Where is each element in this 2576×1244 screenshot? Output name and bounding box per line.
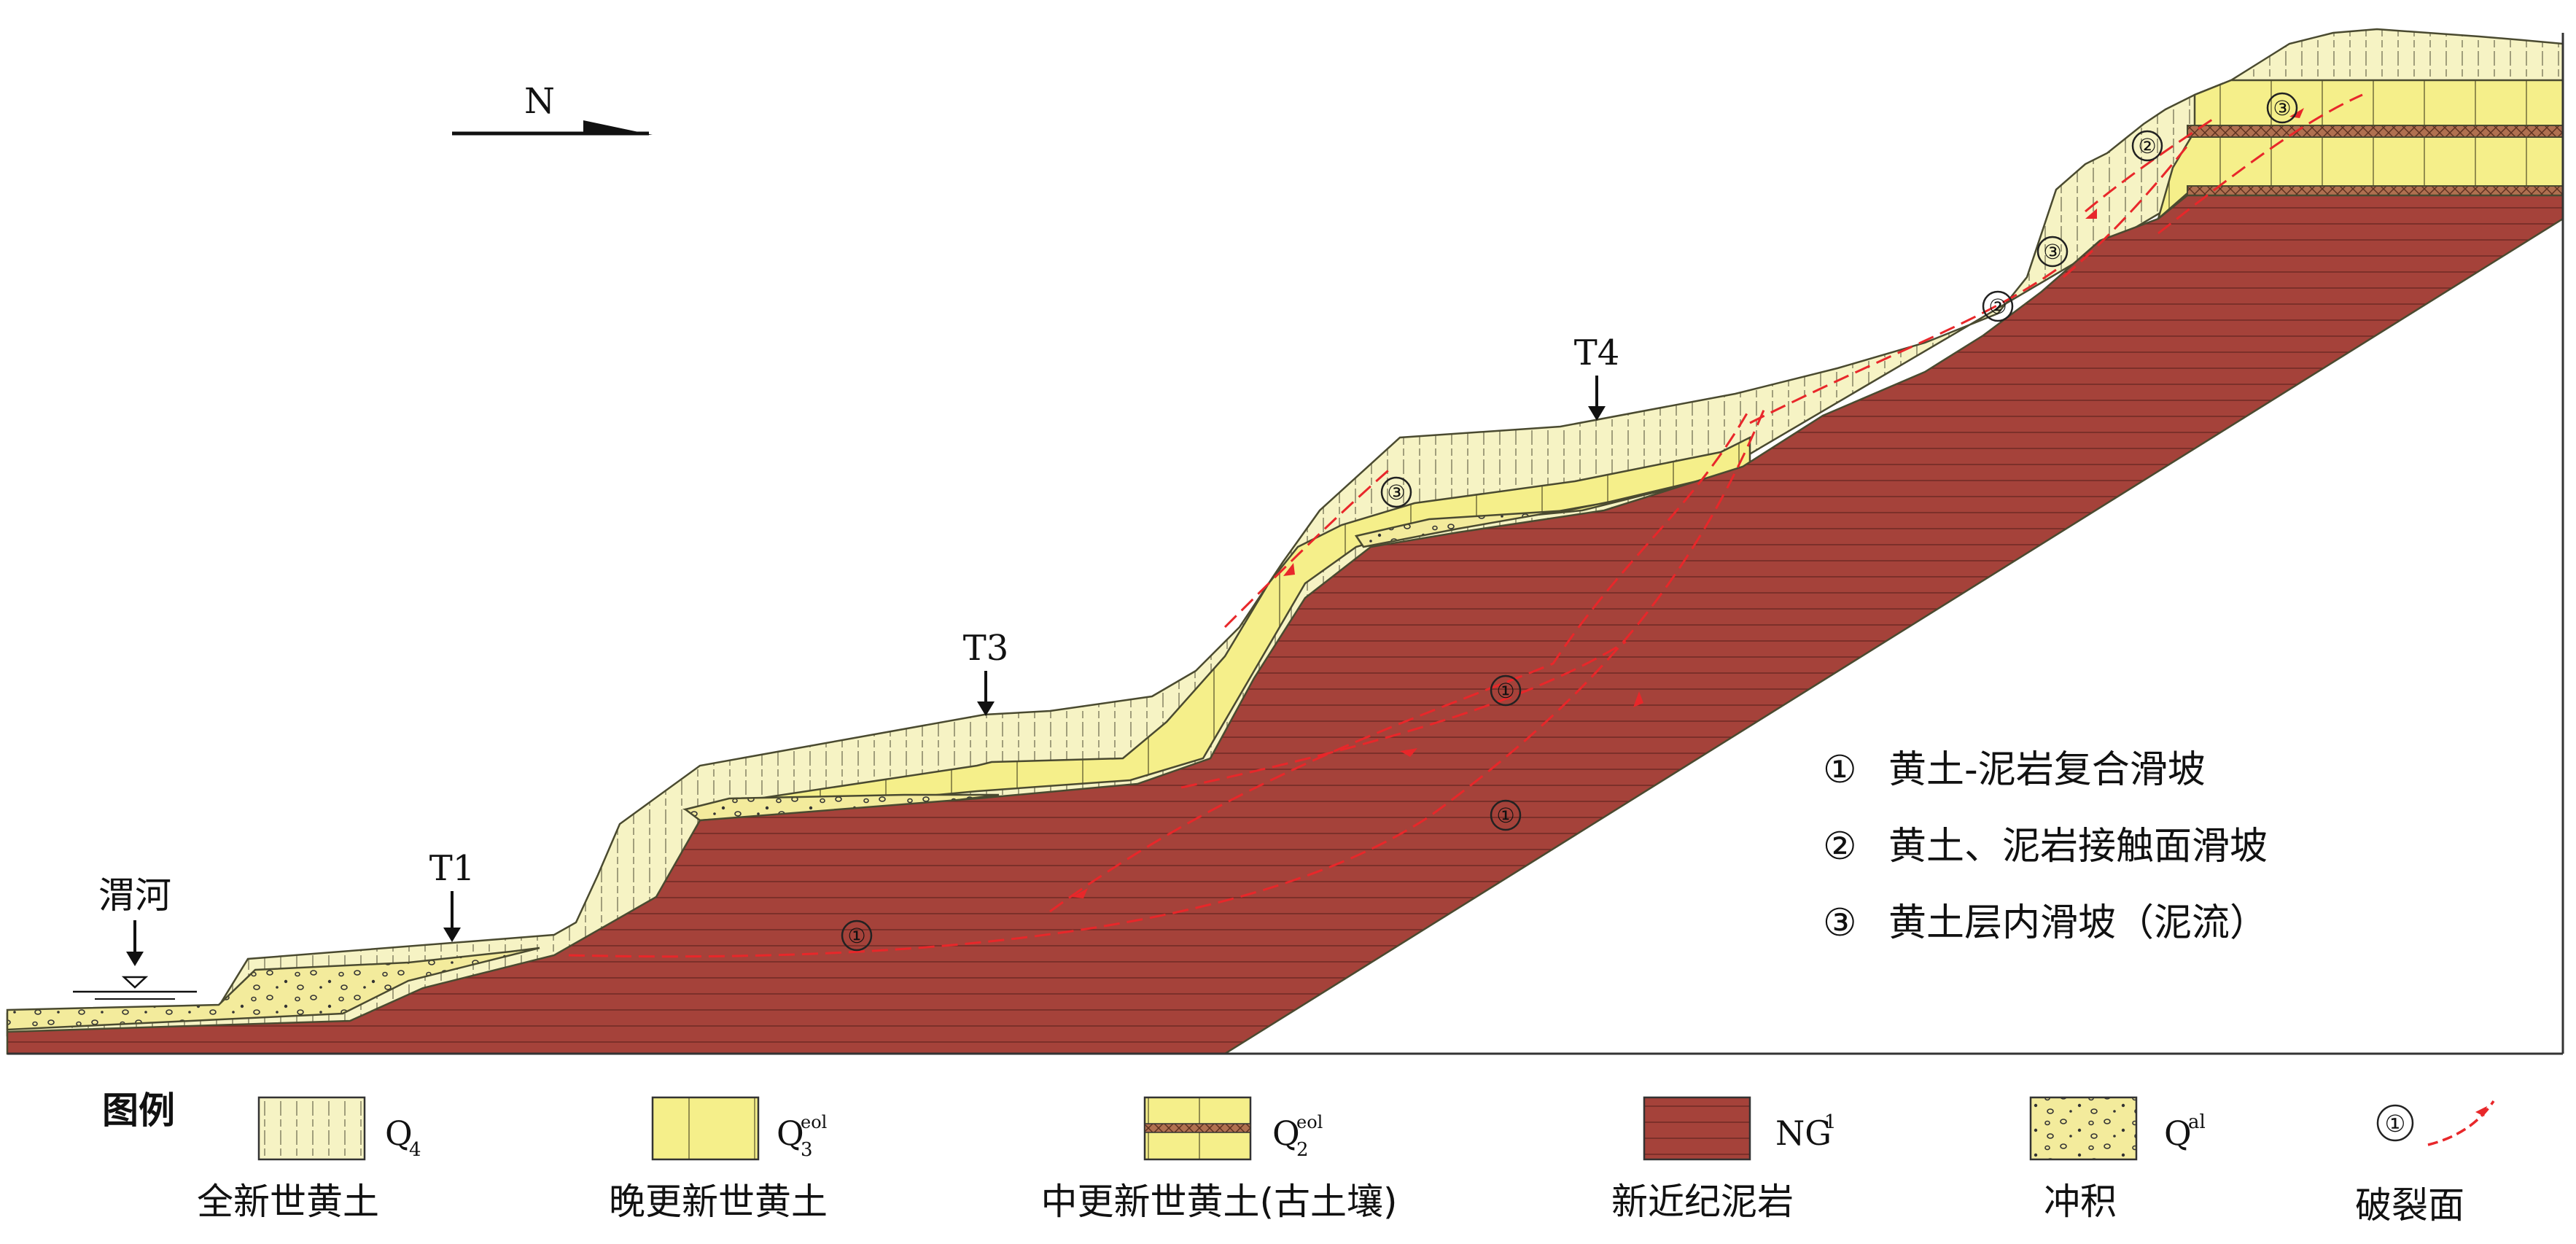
svg-text:②: ② — [1988, 295, 2007, 319]
legend-item-qal: Q al 冲积 — [2029, 1096, 2206, 1223]
svg-text:渭河: 渭河 — [98, 874, 171, 917]
legend-item-rupture: ① 破裂面 — [2355, 1100, 2495, 1226]
rupture-surface-3b — [2063, 145, 2189, 279]
slide-type-1: ① 黄土-泥岩复合滑坡 — [1823, 748, 2206, 792]
slide-marker: ③ — [2036, 236, 2069, 268]
legend-item-q3: Q 3 eol 晚更新世黄土 — [609, 1096, 828, 1223]
layer-neogene-mudstone — [6, 194, 2564, 1055]
rupture-surface-2 — [1749, 268, 2057, 424]
svg-text:①: ① — [1496, 679, 1514, 703]
svg-text:al: al — [2188, 1111, 2206, 1133]
svg-text:①: ① — [847, 924, 865, 948]
layer-alluvium-river — [6, 946, 540, 1031]
rupture-arrow — [2085, 209, 2097, 219]
legend-item-q2: Q 2 eol 中更新世黄土(古土壤) — [1040, 1096, 1398, 1223]
svg-text:全新世黄土: 全新世黄土 — [197, 1181, 379, 1223]
rupture-surface-1b — [1049, 408, 1751, 913]
rupture-surface-3c — [2157, 93, 2363, 235]
slide-type-key: ① 黄土-泥岩复合滑坡 ② 黄土、泥岩接触面滑坡 ③ 黄土层内滑坡（泥流） — [1823, 748, 2268, 945]
layer-q3-late-pleistocene-loess — [682, 435, 1751, 818]
legend-title: 图例 — [102, 1089, 175, 1132]
svg-text:1: 1 — [1824, 1111, 1837, 1133]
svg-text:中更新世黄土(古土壤): 中更新世黄土(古土壤) — [1040, 1181, 1397, 1223]
rupture-arrow — [1072, 888, 1088, 898]
svg-text:②: ② — [1823, 825, 1857, 868]
slide-marker: ① — [841, 920, 873, 952]
svg-text:T4: T4 — [1574, 333, 1620, 373]
slide-marker: ③ — [2266, 92, 2298, 124]
svg-text:黄土层内滑坡（泥流）: 黄土层内滑坡（泥流） — [1888, 901, 2268, 945]
svg-text:Q: Q — [777, 1113, 804, 1153]
svg-text:①: ① — [1823, 748, 1857, 792]
svg-text:eol: eol — [1296, 1112, 1323, 1132]
svg-text:eol: eol — [801, 1112, 827, 1132]
slide-type-2: ② 黄土、泥岩接触面滑坡 — [1823, 825, 2268, 868]
river-label: 渭河 — [73, 874, 197, 1000]
svg-text:冲积: 冲积 — [2044, 1181, 2117, 1223]
svg-text:③: ③ — [1823, 901, 1857, 945]
section-layers — [6, 28, 2564, 1055]
svg-text:破裂面: 破裂面 — [2355, 1184, 2464, 1226]
rupture-surface-3a — [1223, 465, 1393, 629]
terrace-t3: T3 — [963, 628, 1009, 716]
svg-text:黄土-泥岩复合滑坡: 黄土-泥岩复合滑坡 — [1888, 748, 2206, 792]
rupture-surface-3d — [2085, 115, 2217, 213]
slide-marker: ③ — [1380, 476, 1412, 508]
svg-text:②: ② — [2138, 134, 2156, 158]
svg-text:③: ③ — [2043, 240, 2061, 264]
svg-text:Q: Q — [2164, 1113, 2192, 1153]
slide-marker: ② — [2131, 130, 2163, 162]
svg-text:晚更新世黄土: 晚更新世黄土 — [609, 1181, 828, 1223]
svg-text:2: 2 — [1296, 1139, 1309, 1161]
slide-markers: ① ① ① ② ② ③ ③ ③ — [841, 92, 2298, 952]
north-arrow: N — [452, 81, 653, 136]
rupture-surface-1a — [568, 408, 1766, 958]
svg-text:新近纪泥岩: 新近纪泥岩 — [1611, 1181, 1794, 1223]
rupture-line-icon — [2427, 1100, 2495, 1146]
layer-paleosol-band-1 — [2187, 125, 2564, 138]
svg-text:①: ① — [2385, 1110, 2406, 1138]
rupture-surface-1c — [1180, 640, 1627, 789]
svg-text:T1: T1 — [429, 848, 475, 889]
svg-text:③: ③ — [1387, 481, 1405, 505]
svg-text:3: 3 — [801, 1139, 813, 1161]
svg-text:①: ① — [1496, 804, 1514, 828]
svg-text:③: ③ — [2273, 96, 2291, 120]
legend-item-ng1: NG 1 新近纪泥岩 — [1611, 1096, 1837, 1223]
svg-text:Q: Q — [385, 1113, 413, 1153]
rupture-arrow — [1633, 691, 1643, 707]
svg-text:NG: NG — [1775, 1113, 1832, 1153]
terrace-t1: T1 — [429, 848, 475, 942]
terrace-t4: T4 — [1574, 333, 1620, 421]
legend: 图例 Q 4 全新世黄土 Q 3 eol 晚更新世黄土 Q 2 eol 中更新世… — [102, 1089, 2495, 1226]
svg-text:黄土、泥岩接触面滑坡: 黄土、泥岩接触面滑坡 — [1888, 825, 2268, 868]
rupture-surfaces — [568, 93, 2363, 958]
slide-marker: ① — [1490, 675, 1522, 707]
slide-type-3: ③ 黄土层内滑坡（泥流） — [1823, 901, 2268, 945]
water-level-icon — [121, 976, 149, 989]
svg-text:T3: T3 — [963, 628, 1009, 669]
slide-marker: ① — [1490, 799, 1522, 831]
svg-text:4: 4 — [409, 1139, 421, 1161]
slide-marker: ② — [1982, 290, 2014, 322]
legend-item-q4: Q 4 全新世黄土 — [197, 1096, 421, 1223]
rupture-arrow — [1283, 563, 1295, 576]
rupture-arrow — [1400, 748, 1417, 757]
svg-text:Q: Q — [1272, 1113, 1300, 1153]
svg-text:N: N — [524, 81, 555, 122]
